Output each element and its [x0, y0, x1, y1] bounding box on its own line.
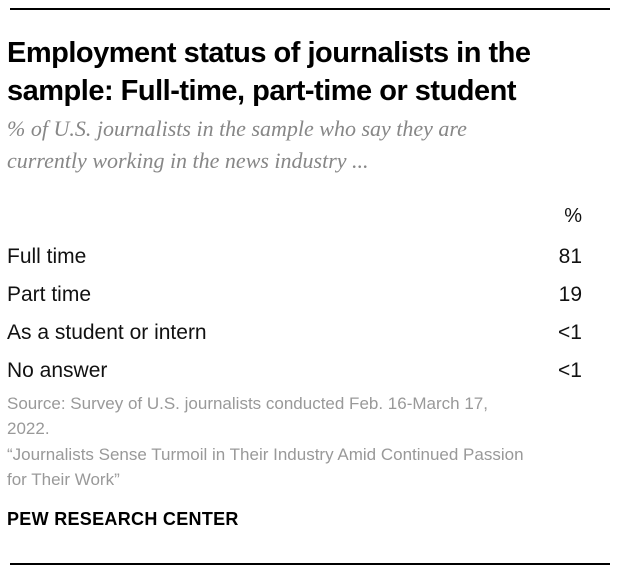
row-label: No answer [7, 359, 108, 382]
table-rows: Full time 81 Part time 19 As a student o… [0, 238, 620, 390]
pew-research-center-wordmark: PEW RESEARCH CENTER [7, 509, 239, 529]
chart-subtitle: % of U.S. journalists in the sample who … [7, 116, 467, 173]
row-label: Part time [7, 283, 92, 306]
data-table: % Full time 81 Part time 19 As a student… [0, 202, 620, 390]
row-label: Full time [7, 245, 87, 268]
table-row: No answer <1 [0, 352, 620, 390]
value-column-header: % [564, 205, 582, 227]
row-value: <1 [558, 359, 582, 382]
bottom-rule [10, 563, 610, 565]
source-note: Source: Survey of U.S. journalists condu… [7, 394, 488, 438]
report-title-quote: “Journalists Sense Turmoil in Their Indu… [7, 445, 524, 489]
row-value: 81 [558, 245, 582, 268]
chart-title: Employment status of journalists in the … [7, 37, 531, 107]
row-label: As a student or intern [7, 321, 207, 344]
table-row: Full time 81 [0, 238, 620, 276]
row-value: 19 [558, 283, 582, 306]
table-row: As a student or intern <1 [0, 314, 620, 352]
row-value: <1 [558, 321, 582, 344]
table-row: Part time 19 [0, 276, 620, 314]
top-rule [10, 8, 610, 10]
